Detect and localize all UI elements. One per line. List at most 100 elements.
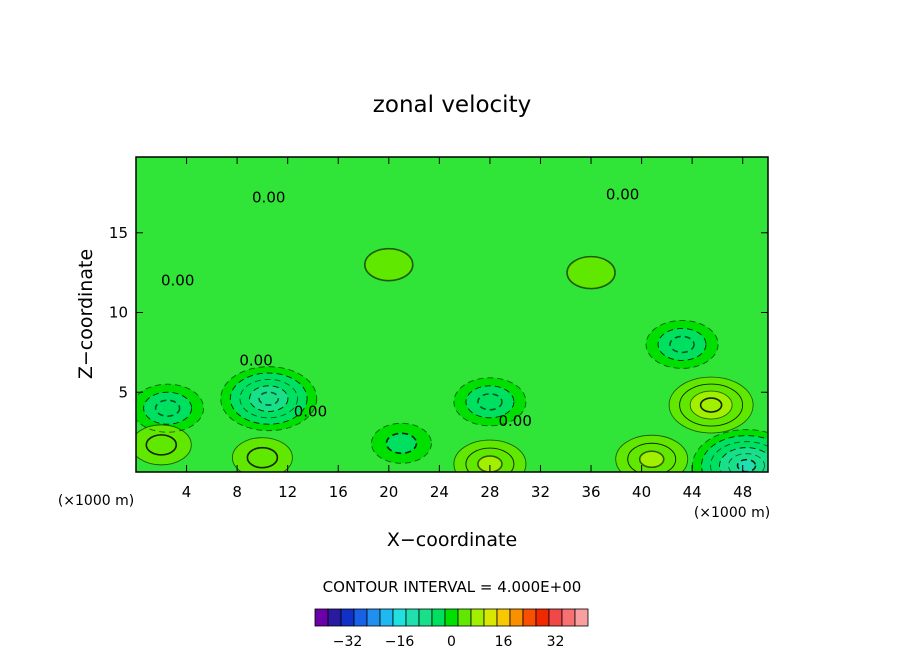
positive-contour: [363, 247, 414, 282]
contour-labels: 0.00 0.00 0.00 0.00 0.00 0.00: [161, 185, 639, 429]
field-band: [386, 433, 417, 454]
positive-contour: [145, 434, 178, 456]
colorbar: [314, 608, 589, 627]
contour-label: 0.00: [161, 272, 194, 290]
colorbar-swatch: [548, 608, 563, 627]
colorbar-swatch: [418, 608, 433, 627]
positive-contour: [465, 447, 515, 472]
colorbar-swatch: [392, 608, 407, 627]
positive-contour: [627, 442, 677, 472]
negative-contour: [669, 335, 695, 354]
colorbar-swatch: [353, 608, 368, 627]
contour-label: 0.00: [498, 412, 531, 430]
colorbar-tick-labels: −32 −16 0 16 32: [333, 634, 565, 650]
colorbar-swatch: [444, 608, 459, 627]
negative-contour: [136, 383, 205, 433]
positive-contour: [689, 390, 733, 420]
negative-contour: [154, 399, 181, 418]
contour-label-text: 0.00: [498, 412, 531, 430]
contour-label: 0.00: [239, 351, 272, 369]
negative-contour: [258, 391, 280, 406]
positive-contour: [231, 437, 293, 472]
field-band: [259, 392, 279, 406]
positive-contour: [566, 255, 616, 290]
colorbar-swatch: [314, 608, 329, 627]
field-band: [567, 256, 616, 289]
x-tick-label: 36: [581, 483, 600, 501]
negative-contour: [719, 447, 768, 472]
y-tick-label: 5: [118, 383, 128, 401]
positive-contour: [668, 376, 754, 434]
negative-contour: [220, 366, 318, 432]
colorbar-swatch: [431, 608, 446, 627]
positive-contour: [615, 434, 689, 472]
contour-label-text: 0.00: [294, 402, 327, 420]
colorbar-tick-label: −16: [385, 634, 415, 650]
x-tick-label: 48: [733, 483, 752, 501]
negative-contour: [229, 372, 308, 425]
y-axis-label: Z−coordinate: [75, 249, 97, 379]
plot-frame: [135, 156, 769, 473]
positive-contour: [679, 383, 744, 427]
field-band: [364, 248, 413, 281]
colorbar-swatch: [483, 608, 498, 627]
contour-label-text: 0.00: [606, 185, 639, 203]
y-axis-ticks: 5 10 15: [109, 224, 768, 401]
negative-contour: [385, 432, 418, 455]
positive-contour: [246, 446, 279, 469]
negative-contour: [465, 385, 515, 419]
negative-contour: [249, 385, 289, 412]
colorbar-swatch: [561, 608, 576, 627]
contour-label: 0.00: [294, 402, 327, 420]
contour-label: 0.00: [606, 185, 639, 203]
field-band: [146, 434, 177, 455]
negative-contour: [710, 441, 768, 472]
x-axis-label: X−coordinate: [387, 529, 517, 551]
contour-label-text: 0.00: [239, 351, 272, 369]
field-band: [700, 398, 722, 413]
y-tick-label: 15: [109, 224, 128, 242]
positive-contour: [136, 424, 192, 466]
colorbar-swatch: [574, 608, 589, 627]
contour-lines: [136, 247, 768, 472]
x-tick-label: 4: [182, 483, 192, 501]
colorbar-swatch: [496, 608, 511, 627]
colorbar-swatch: [457, 608, 472, 627]
colorbar-swatch: [379, 608, 394, 627]
colorbar-swatch: [327, 608, 342, 627]
colorbar-tick-label: 0: [447, 634, 456, 650]
contour-label-text: 0.00: [252, 189, 285, 207]
positive-contour: [477, 455, 503, 472]
colorbar-swatch: [509, 608, 524, 627]
colorbar-swatch: [340, 608, 355, 627]
field-band: [477, 393, 502, 410]
negative-contour: [143, 391, 193, 425]
field-band: [670, 336, 695, 353]
x-tick-label: 20: [379, 483, 398, 501]
x-tick-label: 12: [278, 483, 297, 501]
field-band: [477, 456, 502, 472]
velocity-field: [136, 248, 768, 472]
positive-contour: [638, 450, 665, 469]
x-tick-label: 24: [430, 483, 449, 501]
x-tick-label: 28: [480, 483, 499, 501]
negative-contour: [477, 393, 503, 411]
positive-contour: [453, 439, 527, 472]
x-tick-label: 32: [531, 483, 550, 501]
chart-title: zonal velocity: [373, 92, 531, 118]
y-axis-unit: (×1000 m): [58, 493, 134, 509]
negative-contour: [239, 378, 298, 419]
x-tick-label: 40: [632, 483, 651, 501]
colorbar-swatch: [405, 608, 420, 627]
positive-contour: [699, 397, 723, 413]
negative-contour: [645, 319, 719, 369]
negative-contour: [728, 453, 765, 472]
plot-area: 0.00 0.00 0.00 0.00 0.00 0.00: [136, 157, 768, 472]
negative-contour: [370, 422, 432, 464]
x-tick-label: 16: [329, 483, 348, 501]
plot-background: [136, 157, 768, 472]
field-band: [247, 447, 278, 468]
x-axis-ticks: 4 8 12 16 20 24 28 32 36 40 44 48: [182, 157, 752, 501]
field-band: [155, 400, 180, 417]
